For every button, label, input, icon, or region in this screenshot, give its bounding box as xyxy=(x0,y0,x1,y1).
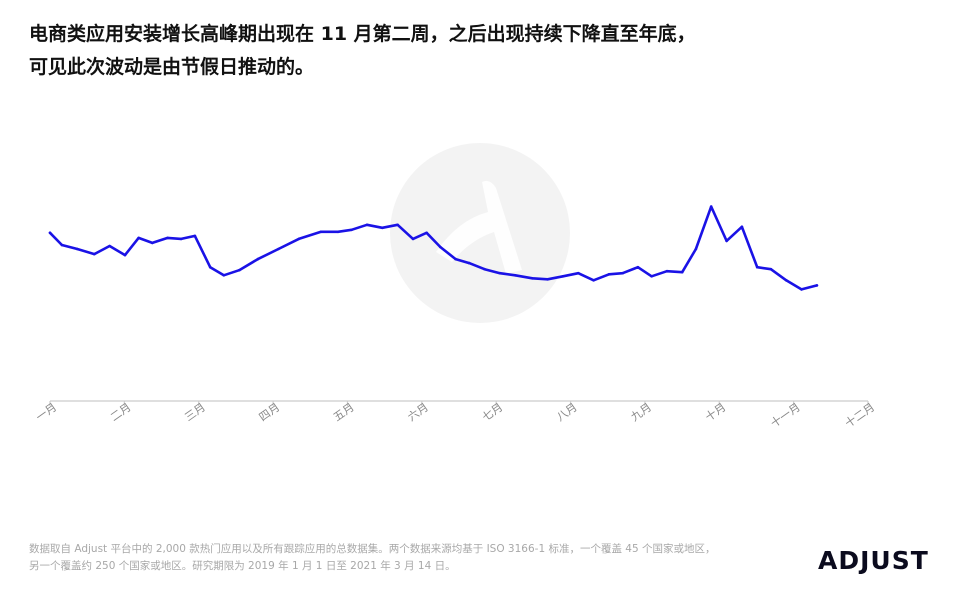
data-point-32 xyxy=(546,278,549,281)
data-point-5 xyxy=(123,253,127,257)
data-point-3 xyxy=(93,252,96,256)
footnote-line-2: 另一个覆盖约 250 个国家或地区。研究期限为 2019 年 1 月 1 日至 … xyxy=(29,560,456,572)
data-point-27 xyxy=(467,261,471,265)
data-point-36 xyxy=(607,273,611,276)
data-point-31 xyxy=(531,277,534,280)
data-point-9 xyxy=(179,237,183,241)
data-point-38 xyxy=(636,265,640,269)
data-point-30 xyxy=(513,274,517,277)
data-point-12 xyxy=(222,274,226,277)
source-footnote: 数据取自 Adjust 平台中的 2,000 款热门应用以及所有跟踪应用的总数据… xyxy=(29,541,789,575)
data-point-41 xyxy=(680,270,684,274)
data-point-39 xyxy=(650,275,653,278)
data-point-15 xyxy=(277,247,280,251)
x-tick-label-2: 二月 xyxy=(108,401,133,424)
install-growth-line-chart: 一月 二月 三月 四月 五月 六月 七月 八月 九月 十月 十一月 十二月 xyxy=(34,143,877,430)
data-point-1 xyxy=(60,243,64,247)
x-tick-label-12: 十二月 xyxy=(842,400,877,430)
data-point-7 xyxy=(151,241,154,245)
data-point-21 xyxy=(381,226,384,230)
data-point-17 xyxy=(319,230,323,234)
headline-line-1: 电商类应用安装增长高峰期出现在 11 月第二周，之后出现持续下降直至年底， xyxy=(29,23,696,45)
adjust-brand-logo: ADJUST xyxy=(818,546,929,575)
data-point-14 xyxy=(256,257,260,261)
x-tick-label-7: 七月 xyxy=(480,401,505,424)
data-point-29 xyxy=(498,271,502,275)
data-point-48 xyxy=(784,279,788,282)
data-point-22 xyxy=(396,223,399,227)
data-point-20 xyxy=(365,223,369,227)
data-point-28 xyxy=(483,267,486,271)
data-point-34 xyxy=(577,271,580,275)
data-point-16 xyxy=(297,237,301,241)
data-point-10 xyxy=(193,234,197,238)
data-point-13 xyxy=(237,268,241,272)
data-point-42 xyxy=(694,247,698,251)
data-point-0 xyxy=(48,231,52,235)
data-point-44 xyxy=(725,239,728,243)
x-tick-label-5: 五月 xyxy=(331,401,356,424)
x-axis-tick-labels: 一月 二月 三月 四月 五月 六月 七月 八月 九月 十月 十一月 十二月 xyxy=(34,400,877,430)
series-points xyxy=(48,205,819,291)
x-tick-label-1: 一月 xyxy=(34,401,59,424)
data-point-2 xyxy=(76,247,79,251)
data-point-4 xyxy=(108,244,111,248)
x-tick-label-9: 九月 xyxy=(629,401,654,424)
footnote-line-1: 数据取自 Adjust 平台中的 2,000 款热门应用以及所有跟踪应用的总数据… xyxy=(29,543,716,555)
data-point-33 xyxy=(561,275,565,278)
data-point-49 xyxy=(800,288,803,291)
x-tick-label-6: 六月 xyxy=(405,401,430,424)
data-point-45 xyxy=(740,225,744,229)
x-tick-label-11: 十一月 xyxy=(768,400,803,430)
data-point-46 xyxy=(755,265,759,269)
data-point-40 xyxy=(665,269,669,273)
data-point-6 xyxy=(137,236,140,240)
x-tick-label-3: 三月 xyxy=(182,401,207,424)
data-point-50 xyxy=(815,284,819,287)
data-point-8 xyxy=(166,236,169,240)
data-point-37 xyxy=(621,271,624,275)
data-point-24 xyxy=(425,231,428,235)
data-point-43 xyxy=(709,205,713,208)
x-axis-ticks xyxy=(49,401,869,406)
data-point-18 xyxy=(336,230,340,234)
data-point-26 xyxy=(454,257,457,261)
adjust-logo-watermark-icon xyxy=(390,143,570,323)
chart-headline: 电商类应用安装增长高峰期出现在 11 月第二周，之后出现持续下降直至年底， 可见… xyxy=(29,18,929,84)
x-tick-label-4: 四月 xyxy=(257,401,282,424)
headline-line-2: 可见此次波动是由节假日推动的。 xyxy=(29,56,315,78)
data-point-47 xyxy=(769,267,773,271)
data-point-25 xyxy=(439,245,442,249)
x-tick-label-10: 十月 xyxy=(702,400,728,424)
data-point-23 xyxy=(411,237,415,241)
data-point-11 xyxy=(208,265,212,269)
x-tick-label-8: 八月 xyxy=(554,401,579,424)
data-point-35 xyxy=(592,279,595,282)
data-point-19 xyxy=(350,228,353,232)
